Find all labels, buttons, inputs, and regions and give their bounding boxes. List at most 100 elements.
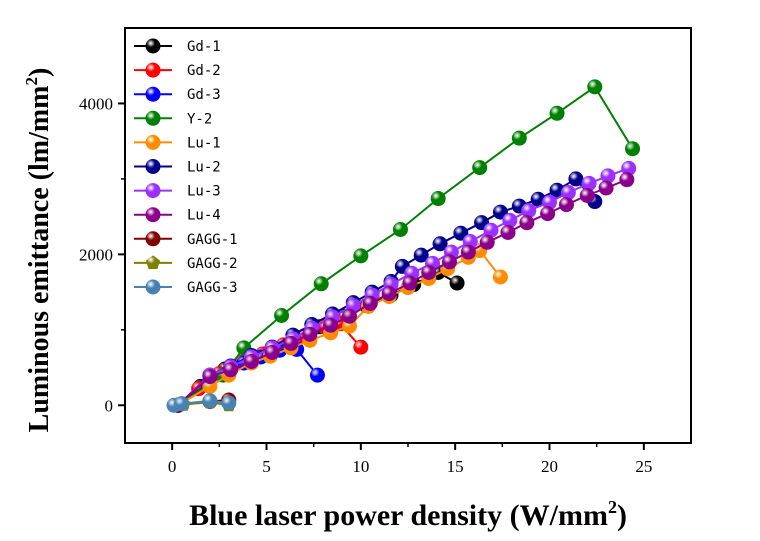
legend-marker xyxy=(145,279,161,295)
data-point-lu-4 xyxy=(519,215,535,231)
legend-marker xyxy=(145,231,161,247)
data-point-lu-4 xyxy=(579,188,595,204)
legend-item-gd-3: Gd-3 xyxy=(134,86,221,103)
data-point-lu-3 xyxy=(483,222,499,238)
series-lu-4 xyxy=(170,172,635,413)
legend-label: Lu-3 xyxy=(187,184,221,200)
data-point-y-2 xyxy=(274,307,290,323)
data-point-lu-4 xyxy=(223,362,239,378)
legend-label: Lu-2 xyxy=(187,160,221,176)
x-tick-label: 25 xyxy=(635,457,652,476)
legend-marker xyxy=(145,38,161,54)
legend-marker xyxy=(145,62,161,78)
data-point-lu-1 xyxy=(492,269,508,285)
legend: Gd-1 Gd-2 Gd-3 Y-2 Lu-1 Lu-2 Lu-3 Lu-4 GAGG-1 GAG… xyxy=(134,38,238,296)
y-axis-title-main: Luminous emittance (lm/mm xyxy=(24,85,55,432)
series-gagg-3 xyxy=(166,393,237,413)
legend-label: Lu-4 xyxy=(187,208,221,224)
data-point-lu-4 xyxy=(283,335,299,351)
legend-label: GAGG-2 xyxy=(187,256,238,272)
legend-label: GAGG-3 xyxy=(187,280,238,296)
data-point-lu-4 xyxy=(540,206,556,222)
data-point-lu-2 xyxy=(549,182,565,198)
data-point-y-2 xyxy=(511,130,527,146)
x-tick-label: 0 xyxy=(168,457,177,476)
data-point-gagg-3 xyxy=(221,395,237,411)
y-tick-label: 0 xyxy=(105,396,114,415)
legend-marker xyxy=(145,134,161,150)
data-point-lu-4 xyxy=(558,197,574,213)
data-point-gagg-3 xyxy=(174,396,190,412)
data-point-lu-4 xyxy=(421,264,437,280)
data-point-lu-4 xyxy=(619,172,635,188)
legend-label: GAGG-1 xyxy=(187,232,238,248)
legend-label: Lu-1 xyxy=(187,135,221,151)
data-point-gd-1 xyxy=(449,275,465,291)
legend-marker xyxy=(145,159,161,174)
data-point-lu-2 xyxy=(432,236,448,252)
data-point-lu-3 xyxy=(621,160,637,176)
legend-item-lu-3: Lu-3 xyxy=(134,183,221,200)
data-point-y-2 xyxy=(587,79,603,95)
data-point-y-2 xyxy=(392,221,408,237)
x-tick-label: 5 xyxy=(262,457,271,476)
data-point-lu-2 xyxy=(530,191,546,207)
data-point-lu-3 xyxy=(581,175,597,191)
data-point-gd-2 xyxy=(353,339,369,355)
x-tick-label: 10 xyxy=(352,457,369,476)
legend-item-y-2: Y-2 xyxy=(134,110,212,127)
data-point-lu-4 xyxy=(362,295,378,311)
data-point-y-2 xyxy=(353,248,369,264)
data-point-lu-2 xyxy=(413,247,429,263)
data-point-lu-4 xyxy=(202,369,218,385)
data-point-y-2 xyxy=(625,141,641,157)
data-point-lu-4 xyxy=(243,354,259,370)
data-point-lu-4 xyxy=(442,254,458,270)
legend-label: Gd-1 xyxy=(187,39,221,55)
y-axis-title: Luminous emittance (lm/mm2) xyxy=(22,68,55,433)
y-tick-label: 4000 xyxy=(79,94,113,113)
legend-label: Y-2 xyxy=(187,111,212,127)
data-point-lu-4 xyxy=(402,275,418,291)
legend-marker xyxy=(145,183,161,199)
data-point-lu-3 xyxy=(600,168,616,184)
y-tick-label: 2000 xyxy=(79,245,113,264)
legend-marker xyxy=(145,86,161,102)
data-point-y-2 xyxy=(472,160,488,176)
data-point-lu-3 xyxy=(542,194,557,210)
legend-marker xyxy=(145,255,161,269)
legend-item-lu-2: Lu-2 xyxy=(134,159,221,176)
legend-label: Gd-2 xyxy=(187,63,221,79)
data-point-lu-4 xyxy=(500,224,516,240)
data-point-lu-2 xyxy=(568,171,584,187)
x-axis-title-superscript: 2 xyxy=(608,497,617,517)
legend-label: Gd-3 xyxy=(187,87,221,103)
legend-item-gagg-2: GAGG-2 xyxy=(134,255,238,272)
legend-item-gd-1: Gd-1 xyxy=(134,38,221,55)
data-point-lu-4 xyxy=(381,286,397,302)
data-point-lu-3 xyxy=(560,184,576,200)
legend-marker xyxy=(145,207,161,223)
data-point-lu-3 xyxy=(521,203,537,219)
legend-item-lu-4: Lu-4 xyxy=(134,207,221,224)
legend-marker xyxy=(145,110,161,126)
y-axis-title-close: ) xyxy=(24,68,55,77)
legend-item-gagg-1: GAGG-1 xyxy=(134,231,238,248)
series-line-lu-4 xyxy=(177,178,628,407)
x-axis-title-close: ) xyxy=(617,499,627,532)
data-point-lu-4 xyxy=(479,234,495,250)
data-point-lu-4 xyxy=(460,244,476,260)
data-point-lu-3 xyxy=(502,212,518,228)
y-axis-title-superscript: 2 xyxy=(22,77,41,86)
x-tick-label: 15 xyxy=(447,457,464,476)
data-point-lu-4 xyxy=(342,308,358,324)
data-point-lu-4 xyxy=(302,326,318,342)
legend-item-gd-2: Gd-2 xyxy=(134,62,221,79)
data-point-y-2 xyxy=(313,276,329,292)
plot-layer xyxy=(166,79,641,413)
data-point-lu-4 xyxy=(323,317,339,333)
data-point-gd-3 xyxy=(309,367,325,383)
series-line-lu-2 xyxy=(177,177,596,407)
legend-item-lu-1: Lu-1 xyxy=(134,134,221,151)
